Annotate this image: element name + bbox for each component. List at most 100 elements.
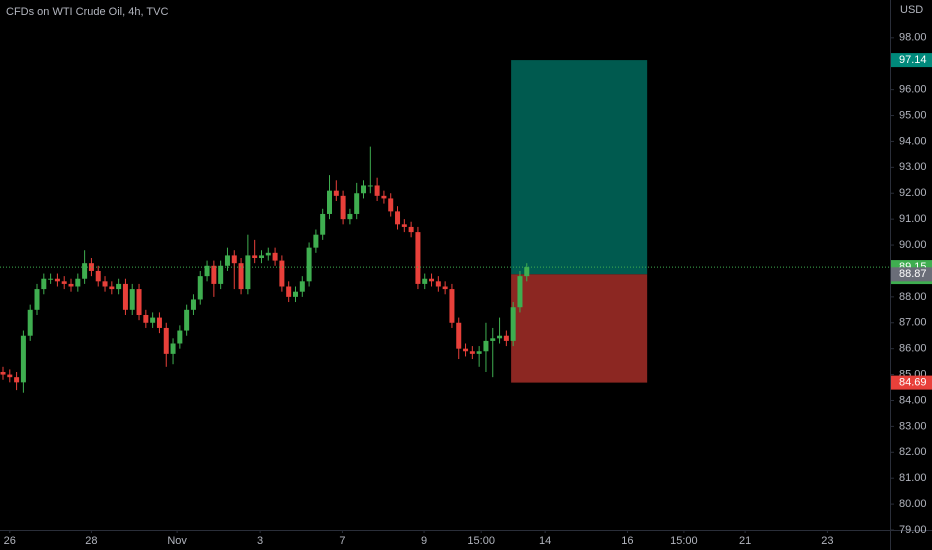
price-tag-label: 88.87 [899,268,927,280]
y-tick-label: 87.00 [899,317,927,329]
candle-body [292,291,298,297]
candle-body [354,193,360,214]
y-tick-label: 94.00 [899,135,927,147]
candle-body [14,377,20,383]
x-tick-label: 15:00 [670,535,698,547]
y-tick-label: 95.00 [899,109,927,121]
y-tick-label: 81.00 [899,472,927,484]
candle-body [258,255,264,259]
candle-body [27,309,33,336]
candle-body [238,263,244,290]
candle-body [463,348,469,352]
candle-body [136,289,142,315]
candle-body [497,335,503,339]
candle-body [510,307,516,341]
x-tick-label: Nov [167,535,187,547]
candle-body [61,281,67,284]
x-tick-label: 15:00 [467,535,495,547]
candle-body [129,289,135,310]
x-tick-label: 14 [539,535,551,547]
price-tag [891,375,932,390]
candle-body [190,299,196,310]
candle-body [204,265,210,277]
candle-body [7,374,13,378]
chart-title: CFDs on WTI Crude Oil, 4h, TVC [6,6,168,18]
candle-body [272,252,278,261]
candle-body [367,185,373,187]
x-tick-label: 9 [421,535,427,547]
candle-body [218,265,224,284]
candle-body [265,252,271,256]
candle-body [231,255,237,264]
candle-body [34,289,40,310]
price-tag-label: 84.69 [899,377,927,389]
candle-body [116,283,122,290]
candle-body [109,286,115,290]
candle-body [122,283,128,310]
candle-body [449,289,455,323]
candle-body [54,278,60,282]
y-tick-label: 91.00 [899,213,927,225]
candle-body [347,213,353,220]
y-tick-label: 96.00 [899,84,927,96]
x-tick-label: 7 [339,535,345,547]
candle-body [88,263,94,271]
candle-body [320,213,326,235]
candle-body [326,190,332,214]
candle-body [313,234,319,248]
candle-body [374,185,380,196]
candle-body [156,317,162,328]
candle-body [170,343,176,354]
profit-zone [511,60,648,275]
candle-body [211,265,217,284]
loss-zone [511,274,648,383]
y-tick-label: 84.00 [899,394,927,406]
x-tick-label: 26 [4,535,16,547]
price-tag-label: 97.14 [899,54,927,66]
candle-body [361,185,367,194]
x-tick-label: 16 [621,535,633,547]
candle-body [476,351,482,354]
candle-body [286,286,292,297]
y-tick-label: 92.00 [899,187,927,199]
candle-body [435,281,441,287]
candle-body [415,232,421,284]
y-tick-label: 86.00 [899,343,927,355]
candle-body [306,247,312,282]
y-tick-label: 82.00 [899,446,927,458]
price-tag [891,53,932,68]
candle-body [163,327,169,354]
candle-body [150,317,156,323]
candle-body [224,255,230,266]
candle-body [395,211,401,225]
candle-body [279,260,285,287]
candle-body [429,278,435,282]
candle-body [68,283,74,287]
price-tag [891,267,932,282]
candle-body [197,276,203,300]
candle-body [75,278,81,287]
candle-body [245,255,251,290]
y-tick-label: 83.00 [899,420,927,432]
candle-body [82,263,88,279]
candle-body [503,335,509,341]
y-tick-label: 93.00 [899,161,927,173]
candle-body [102,281,108,287]
candle-body [456,322,462,349]
candle-body [422,278,428,284]
y-tick-label: 88.00 [899,291,927,303]
candle-body [184,309,190,331]
currency-label: USD [900,4,923,16]
candle-body [333,190,339,196]
candle-body [388,198,394,212]
x-tick-label: 28 [85,535,97,547]
candle-body [95,270,101,282]
y-tick-label: 80.00 [899,498,927,510]
candle-body [381,195,387,199]
candle-body [20,335,26,383]
candle-body [401,224,407,227]
candle-body [299,281,305,292]
candle-body [143,314,149,323]
candle-body [442,286,448,290]
